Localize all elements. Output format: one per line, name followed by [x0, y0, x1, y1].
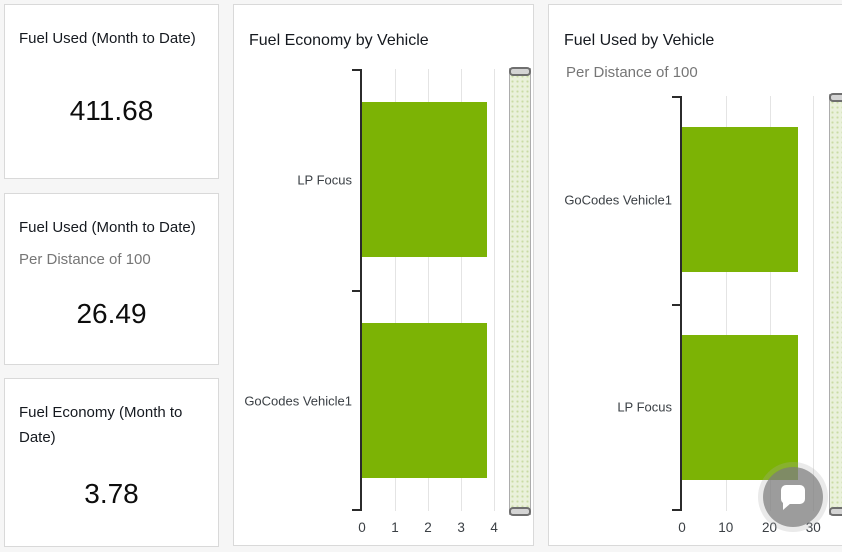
gridline — [395, 69, 397, 511]
chat-button[interactable] — [763, 467, 823, 527]
bar-lp-focus[interactable] — [682, 334, 798, 480]
axis-range-slider[interactable] — [829, 93, 842, 516]
kpi-card-fuel-economy-mtd[interactable]: Fuel Economy (Month to Date) 3.78 — [4, 378, 219, 547]
x-tick-label: 10 — [718, 520, 734, 535]
card-value-area: 411.68 — [19, 51, 204, 162]
category-label: GoCodes Vehicle1 — [564, 192, 672, 208]
card-title: Fuel Used (Month to Date) — [19, 30, 196, 47]
y-axis-tick — [672, 509, 682, 511]
chart-subtitle: Per Distance of 100 — [566, 64, 698, 81]
bar-chart-fuel-economy: 0 1 2 3 4 LP Focus GoCodes Vehicle1 — [244, 69, 509, 535]
card-value-area: 26.49 — [19, 271, 204, 348]
x-tick-label: 20 — [761, 520, 778, 535]
x-tick-label: 2 — [424, 520, 432, 535]
speech-bubble-icon — [781, 484, 805, 510]
kpi-value: 3.78 — [84, 478, 139, 509]
chart-panel-fuel-economy-by-vehicle: Fuel Economy by Vehicle 0 1 2 3 4 LP Focus GoC… — [233, 4, 534, 546]
x-tick-label: 30 — [805, 520, 821, 535]
axis-range-slider[interactable] — [509, 67, 531, 516]
kpi-value: 411.68 — [69, 94, 154, 126]
y-axis-tick — [672, 303, 682, 306]
kpi-value: 26.49 — [76, 297, 147, 329]
bar-chart-fuel-used: 0 10 20 30 GoCodes Vehicle1 LP Focus — [564, 96, 829, 535]
chart-title: Fuel Economy by Vehicle — [249, 32, 429, 49]
chart-panel-fuel-used-by-vehicle: Fuel Used by Vehicle Per Distance of 100… — [548, 4, 842, 546]
y-axis-tick — [352, 69, 362, 71]
gridline — [813, 96, 815, 511]
category-label: LP Focus — [617, 399, 672, 415]
x-tick-label: 3 — [457, 520, 465, 535]
category-label: LP Focus — [297, 172, 352, 187]
gridline — [725, 96, 727, 511]
card-title: Fuel Used (Month to Date) — [19, 219, 196, 236]
kpi-card-fuel-used-mtd[interactable]: Fuel Used (Month to Date) 411.68 — [4, 4, 219, 179]
slider-handle-top[interactable] — [509, 67, 531, 76]
bar-lp-focus[interactable] — [362, 102, 487, 257]
gridline — [769, 96, 771, 511]
category-label: GoCodes Vehicle1 — [244, 393, 352, 408]
card-subtitle: Per Distance of 100 — [19, 251, 151, 268]
card-title: Fuel Economy (Month to Date) — [19, 404, 183, 446]
y-axis-tick — [672, 96, 682, 98]
x-tick-label: 1 — [391, 520, 399, 535]
kpi-card-fuel-used-per-distance[interactable]: Fuel Used (Month to Date) Per Distance o… — [4, 193, 219, 365]
slider-handle-top[interactable] — [829, 93, 842, 102]
x-tick-label: 4 — [490, 520, 498, 535]
x-tick-label: 0 — [358, 520, 366, 535]
gridline — [461, 69, 463, 511]
bar-gocodes-vehicle1[interactable] — [682, 127, 798, 273]
bar-gocodes-vehicle1[interactable] — [362, 323, 487, 478]
gridline — [494, 69, 496, 511]
slider-handle-bottom[interactable] — [509, 507, 531, 516]
y-axis-tick — [352, 509, 362, 511]
slider-handle-bottom[interactable] — [829, 507, 842, 516]
card-value-area: 3.78 — [19, 450, 204, 530]
gridline — [428, 69, 430, 511]
y-axis-tick — [352, 290, 362, 292]
x-tick-label: 0 — [678, 520, 686, 535]
chart-title: Fuel Used by Vehicle — [564, 32, 715, 49]
